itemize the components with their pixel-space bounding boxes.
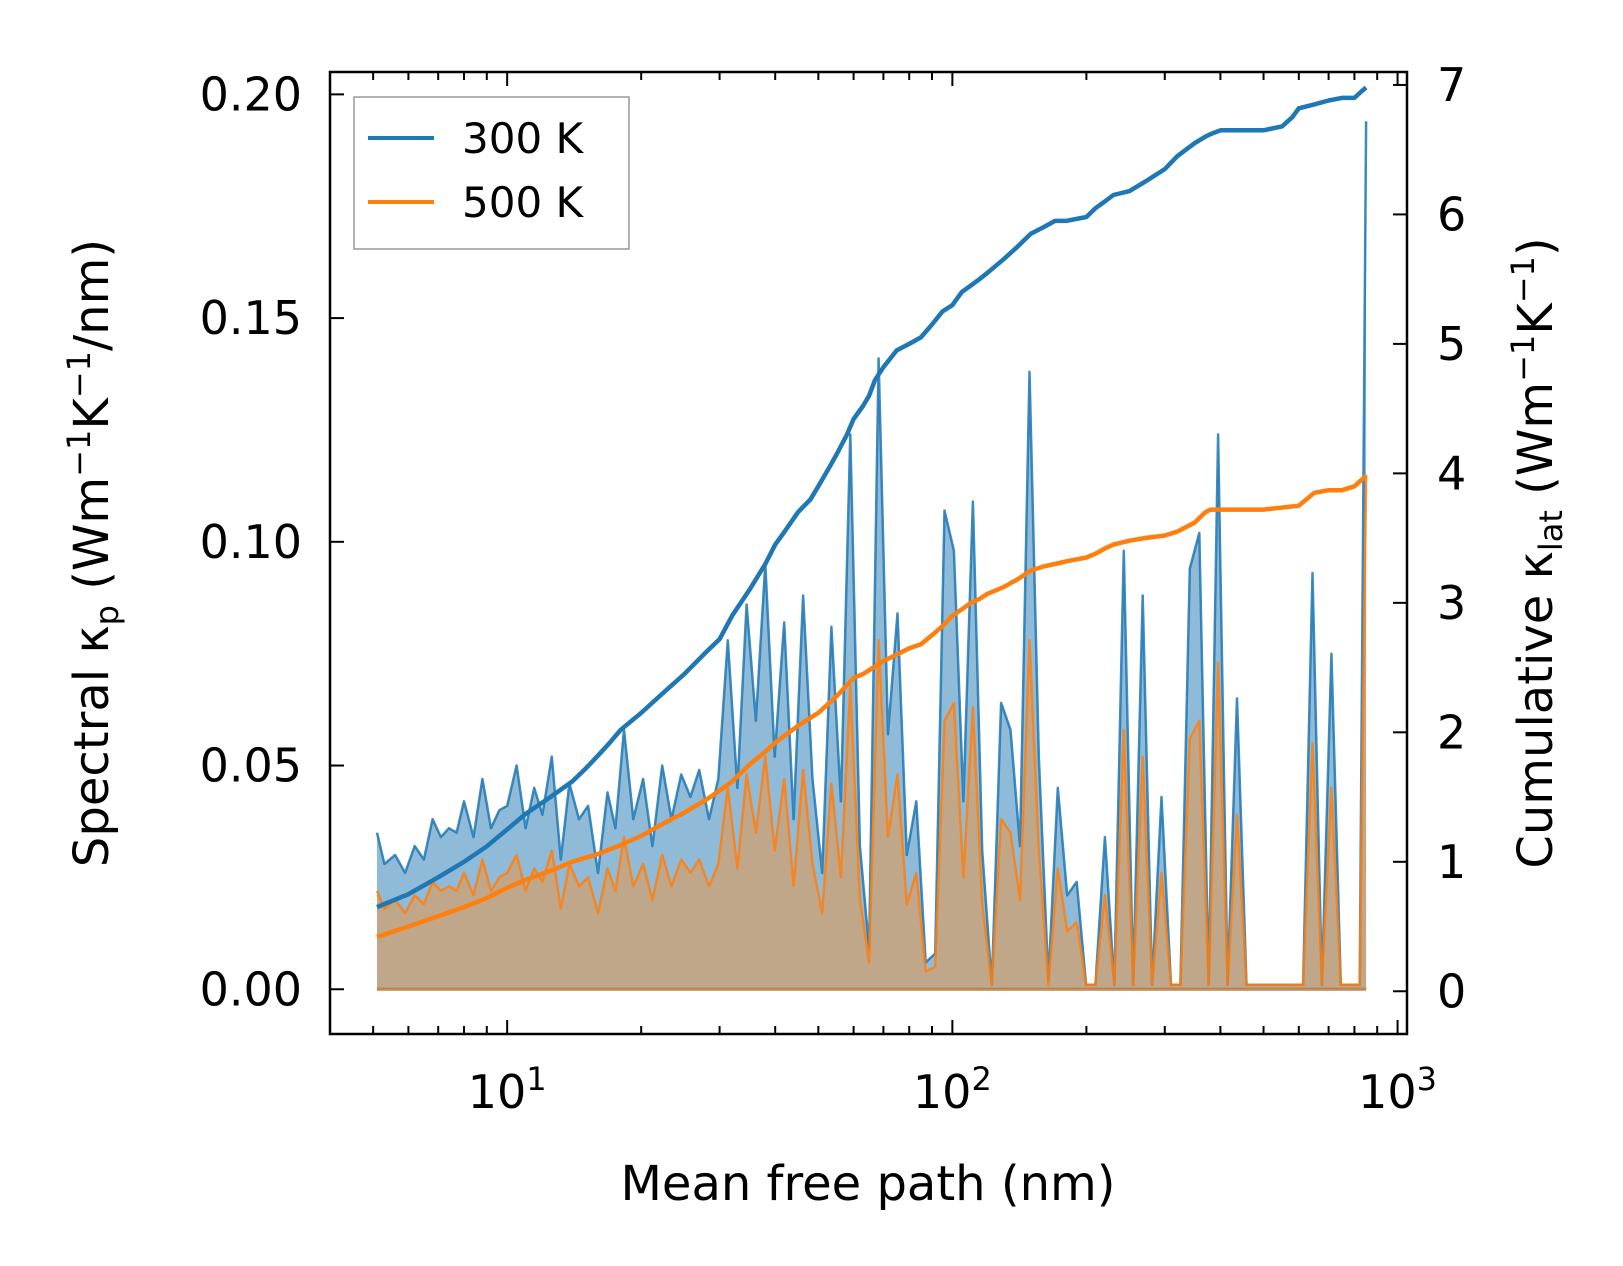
y-right-tick-label: 7 [1437, 58, 1466, 112]
y-right-label-part: Cumulative κ [1508, 551, 1564, 869]
spectral-fills [377, 121, 1367, 990]
y-left-label-part: K [64, 397, 120, 430]
y-left-tick-label: 0.10 [200, 515, 302, 569]
y-right-label-part: ) [1508, 237, 1564, 256]
legend-box [353, 96, 630, 250]
x-tick-label: 103 [1358, 1060, 1437, 1119]
y-right-axis-ticks: 0 1 2 3 4 5 6 7 [1393, 58, 1466, 1018]
y-left-label-sup: −1 [60, 430, 98, 477]
x-tick-label-base: 10 [468, 1065, 527, 1119]
y-right-tick-label: 3 [1437, 576, 1466, 630]
y-left-tick-label: 0.05 [200, 739, 302, 793]
y-right-axis-label: Cumulative κlat (Wm−1K−1) [1504, 237, 1570, 868]
x-tick-label-exp: 1 [526, 1060, 546, 1098]
y-right-label-sub: lat [1532, 510, 1570, 551]
y-left-label-part: (Wm [64, 477, 120, 605]
legend: 300 K 500 K [353, 96, 630, 250]
plot-frame [328, 70, 1409, 1036]
y-left-tick-label: 0.20 [200, 67, 302, 121]
y-right-tick-label: 5 [1437, 317, 1466, 371]
y-right-label-sup: −1 [1504, 256, 1542, 303]
x-tick-label-base: 10 [913, 1065, 972, 1119]
y-right-tick-label: 4 [1437, 446, 1466, 500]
y-left-label-part: Spectral κ [64, 625, 120, 867]
y-left-axis-ticks: 0.00 0.05 0.10 0.15 0.20 [200, 67, 344, 1016]
x-tick-label-exp: 2 [971, 1060, 991, 1098]
y-left-label-part: /nm) [64, 239, 120, 351]
y-left-label-sub: p [88, 605, 126, 625]
spectral-fill-500k [377, 474, 1367, 990]
y-right-tick-label: 1 [1437, 835, 1466, 889]
x-axis-label: Mean free path (nm) [621, 1156, 1116, 1212]
y-right-tick-label: 0 [1437, 964, 1466, 1018]
y-right-tick-label: 6 [1437, 187, 1466, 241]
x-tick-label: 102 [913, 1060, 992, 1119]
legend-label-500k: 500 K [462, 178, 585, 227]
y-right-label-part: (Wm [1508, 382, 1564, 510]
y-left-label-sup: −1 [60, 351, 98, 398]
y-left-tick-label: 0.00 [200, 962, 302, 1016]
cumulative-line-500k [376, 474, 1368, 940]
x-tick-label: 101 [468, 1060, 547, 1119]
spectral-fill-300k [377, 121, 1367, 990]
spectral-line-300k [375, 121, 1368, 987]
cumulative-lines [376, 85, 1368, 940]
x-axis-ticks: 101 102 103 [329, 72, 1437, 1119]
x-tick-label-base: 10 [1358, 1065, 1417, 1119]
y-right-label-part: K [1508, 302, 1564, 335]
spectral-line-500k [375, 474, 1368, 987]
legend-label-300k: 300 K [462, 114, 585, 163]
y-left-axis-label: Spectral κp (Wm−1K−1/nm) [60, 239, 126, 867]
y-right-label-sup: −1 [1504, 335, 1542, 382]
y-right-tick-label: 2 [1437, 705, 1466, 759]
y-left-tick-label: 0.15 [200, 291, 302, 345]
x-tick-label-exp: 3 [1417, 1060, 1437, 1098]
spectral-lines [375, 121, 1368, 991]
cumulative-line-300k [376, 85, 1368, 910]
